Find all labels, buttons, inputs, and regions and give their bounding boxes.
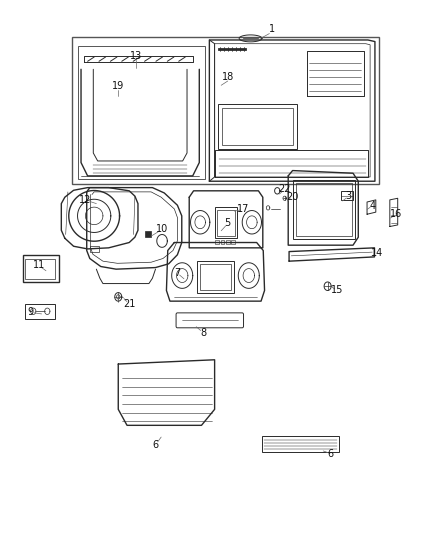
Bar bbox=[215, 207, 237, 238]
Bar bbox=[293, 180, 355, 239]
Text: 11: 11 bbox=[33, 261, 46, 270]
Text: 12: 12 bbox=[79, 195, 92, 205]
Text: 16: 16 bbox=[390, 209, 403, 219]
Text: 10: 10 bbox=[156, 224, 168, 234]
Bar bbox=[231, 240, 235, 244]
Text: 5: 5 bbox=[225, 218, 231, 228]
Text: 21: 21 bbox=[123, 299, 135, 309]
Bar bbox=[90, 246, 99, 252]
Text: 6: 6 bbox=[328, 449, 334, 459]
Text: 3: 3 bbox=[345, 191, 351, 201]
Text: 9: 9 bbox=[28, 307, 34, 317]
Bar bbox=[200, 264, 231, 290]
Bar bbox=[221, 240, 224, 244]
Bar bbox=[78, 46, 205, 179]
Bar bbox=[218, 104, 297, 149]
Bar bbox=[72, 37, 379, 184]
Bar bbox=[215, 240, 219, 244]
Bar bbox=[341, 191, 353, 200]
Text: 15: 15 bbox=[331, 286, 343, 295]
Bar bbox=[226, 240, 230, 244]
Bar bbox=[197, 261, 234, 293]
Bar bbox=[25, 259, 55, 279]
Text: 6: 6 bbox=[152, 440, 159, 450]
Text: 4: 4 bbox=[369, 201, 375, 211]
Bar bbox=[222, 108, 293, 145]
Bar bbox=[217, 210, 235, 236]
Text: 22: 22 bbox=[279, 184, 291, 194]
Text: 18: 18 bbox=[222, 72, 234, 82]
Text: 8: 8 bbox=[201, 328, 207, 338]
Text: 13: 13 bbox=[130, 51, 142, 61]
Text: 20: 20 bbox=[286, 192, 299, 202]
Text: 19: 19 bbox=[112, 82, 124, 91]
Bar bbox=[296, 183, 352, 236]
Text: 7: 7 bbox=[174, 268, 180, 278]
Text: 14: 14 bbox=[371, 248, 384, 258]
Bar bbox=[23, 255, 59, 282]
Bar bbox=[145, 231, 151, 237]
Bar bbox=[25, 304, 55, 319]
Text: 17: 17 bbox=[237, 204, 249, 214]
Bar bbox=[262, 436, 339, 452]
Text: 1: 1 bbox=[268, 25, 275, 34]
